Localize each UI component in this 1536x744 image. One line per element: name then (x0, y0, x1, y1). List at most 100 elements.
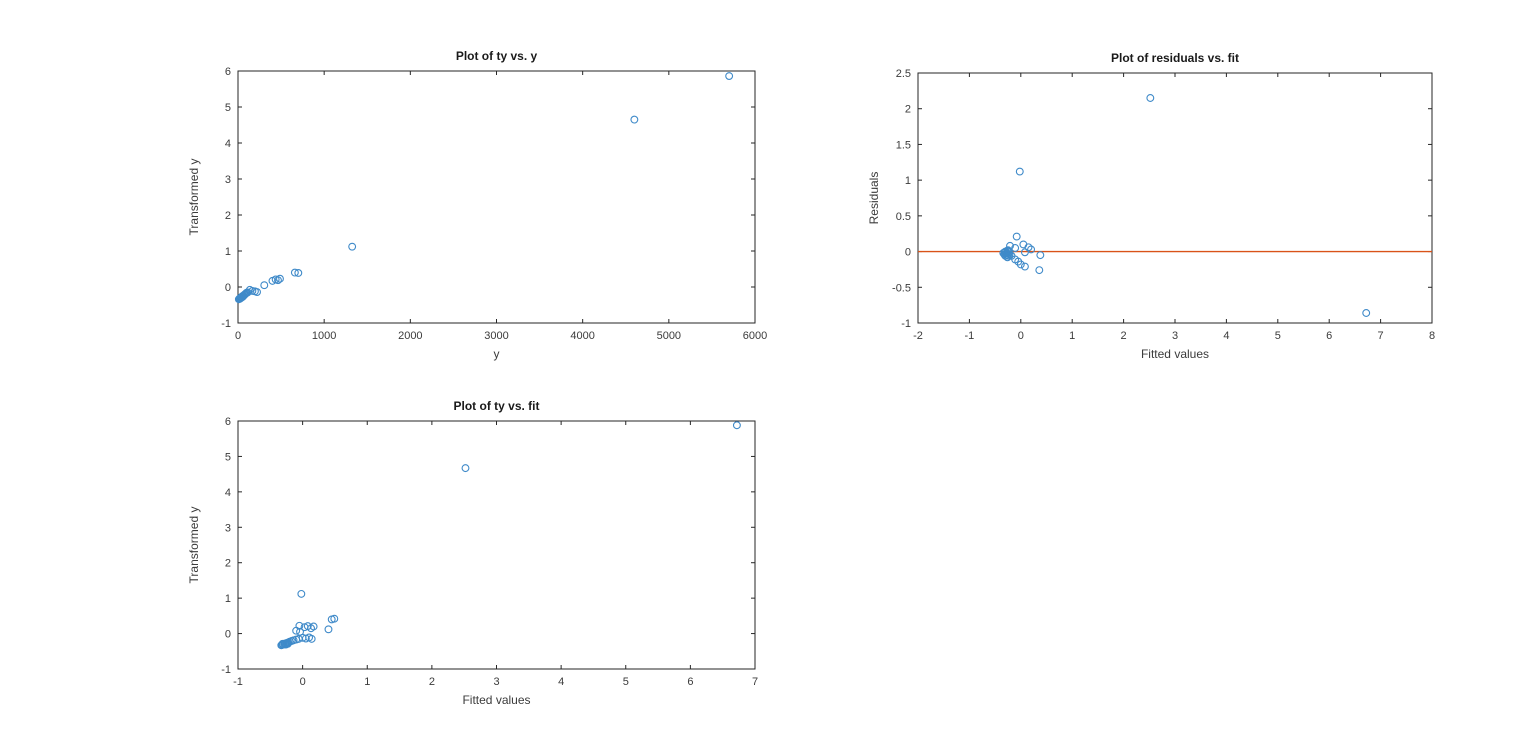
data-point-marker (348, 242, 357, 251)
axes-box (917, 72, 1433, 324)
chart-svg-ty-vs-y: 0 1000 2000 3000 4000 5000 6000 -1 0 1 2 3 4 5 6 Plot o… (187, 49, 767, 361)
x-tick-label: 1 (1069, 330, 1075, 342)
data-point-marker (1016, 260, 1025, 269)
chart-title: Plot of ty vs. fit (453, 399, 539, 413)
data-point-marker (1015, 167, 1024, 176)
x-tick-label: 4 (558, 676, 564, 688)
x-tick-label: 0 (1018, 330, 1024, 342)
plot-ty-vs-fit: -1 0 1 2 3 4 5 6 7 -1 0 1 2 3 4 5 6 Plot of ty vs. fit Fit… (170, 384, 810, 729)
x-tick-label: 0 (300, 676, 306, 688)
plot-ty-vs-y: 0 1000 2000 3000 4000 5000 6000 -1 0 1 2 3 4 5 6 Plot o… (170, 34, 810, 379)
x-tick-label: 0 (235, 330, 241, 342)
data-point-marker (1020, 248, 1029, 257)
y-tick-label: 2 (225, 210, 231, 222)
y-tick-label: -1 (221, 664, 231, 676)
data-point-marker (240, 290, 249, 299)
x-tick-label: -2 (913, 330, 923, 342)
y-tick-label: 3 (225, 522, 231, 534)
y-tick-label: 0 (225, 629, 231, 641)
data-point-marker (1004, 246, 1012, 255)
data-point-marker (330, 614, 339, 623)
data-point-marker (294, 269, 303, 277)
data-point-marker (283, 639, 292, 648)
x-tick-label: 5000 (657, 330, 681, 342)
chart-title: Plot of ty vs. y (456, 49, 538, 63)
y-tick-label: 1 (225, 593, 231, 605)
data-point-marker (297, 589, 306, 598)
x-tick-label: -1 (233, 676, 243, 688)
x-tick-label: 2000 (398, 330, 422, 342)
chart-title: Plot of residuals vs. fit (1111, 51, 1239, 65)
x-axis-label: Fitted values (462, 693, 530, 707)
data-point-marker (461, 464, 470, 473)
y-tick-label: 0 (225, 282, 231, 294)
x-tick-label: 3000 (484, 330, 508, 342)
x-tick-label: 5 (1275, 330, 1281, 342)
data-point-marker (276, 274, 284, 283)
data-point-marker (307, 634, 316, 643)
y-tick-label: 4 (225, 487, 231, 499)
axes-box (237, 420, 756, 670)
y-axis-label: Transformed y (187, 159, 201, 236)
data-point-marker (1036, 251, 1045, 260)
y-tick-label: 3 (225, 174, 231, 186)
x-tick-label: 7 (752, 676, 758, 688)
y-tick-label: 5 (225, 102, 231, 114)
x-tick-label: 3 (1172, 330, 1178, 342)
y-tick-label: 0.5 (896, 211, 911, 223)
y-tick-label: 6 (225, 66, 231, 78)
data-point-marker (1027, 245, 1036, 254)
data-point-marker (324, 625, 333, 634)
x-axis-label: Fitted values (1141, 347, 1209, 361)
chart-svg-ty-vs-fit: -1 0 1 2 3 4 5 6 7 -1 0 1 2 3 4 5 6 Plot of ty vs. fit Fit… (187, 399, 758, 707)
y-tick-label: 1 (225, 246, 231, 258)
data-point-marker (238, 293, 247, 302)
data-point-marker (630, 115, 639, 124)
y-tick-label: 6 (225, 416, 231, 428)
y-tick-label: -0.5 (892, 282, 911, 294)
data-point-marker (239, 292, 248, 301)
axes-box (237, 70, 756, 324)
x-tick-label: 7 (1378, 330, 1384, 342)
data-point-marker (1019, 240, 1028, 249)
x-tick-label: 6 (1326, 330, 1332, 342)
x-tick-label: 2 (429, 676, 435, 688)
y-tick-label: 4 (225, 138, 231, 150)
y-tick-label: 0 (905, 247, 911, 259)
x-axis-label: y (494, 347, 500, 361)
x-tick-label: 4000 (570, 330, 594, 342)
data-point-marker (253, 288, 261, 296)
y-axis-label: Residuals (867, 172, 881, 225)
data-point-marker (732, 421, 741, 430)
data-point-marker (309, 622, 318, 631)
data-point-marker (1012, 232, 1021, 241)
data-point-marker (1035, 266, 1044, 275)
y-tick-label: 1.5 (896, 139, 911, 151)
data-point-marker (260, 281, 269, 290)
data-point-marker (1020, 262, 1029, 271)
y-axis-label: Transformed y (187, 507, 201, 584)
x-tick-label: -1 (965, 330, 975, 342)
x-tick-label: 4 (1223, 330, 1229, 342)
data-point-marker (290, 268, 299, 277)
x-tick-label: 5 (623, 676, 629, 688)
y-tick-label: 2 (225, 558, 231, 570)
plot-residuals-vs-fit: -2 -1 0 1 2 3 4 5 6 7 8 -1 -0.5 0 0.5 1 1.5 2 2.5 Plot of r… (850, 34, 1490, 379)
y-tick-label: -1 (901, 318, 911, 330)
x-tick-label: 8 (1429, 330, 1435, 342)
x-tick-label: 6000 (743, 330, 767, 342)
y-tick-label: 2.5 (896, 68, 911, 80)
x-tick-label: 2 (1121, 330, 1127, 342)
x-tick-label: 3 (493, 676, 499, 688)
y-tick-label: 2 (905, 104, 911, 116)
data-point-marker (274, 276, 282, 285)
data-point-marker (1146, 94, 1155, 102)
data-point-marker (1011, 244, 1020, 252)
y-tick-label: 5 (225, 451, 231, 463)
data-point-marker (292, 626, 301, 635)
y-tick-label: 1 (905, 175, 911, 187)
data-point-marker (1362, 309, 1371, 317)
x-tick-label: 1000 (312, 330, 336, 342)
